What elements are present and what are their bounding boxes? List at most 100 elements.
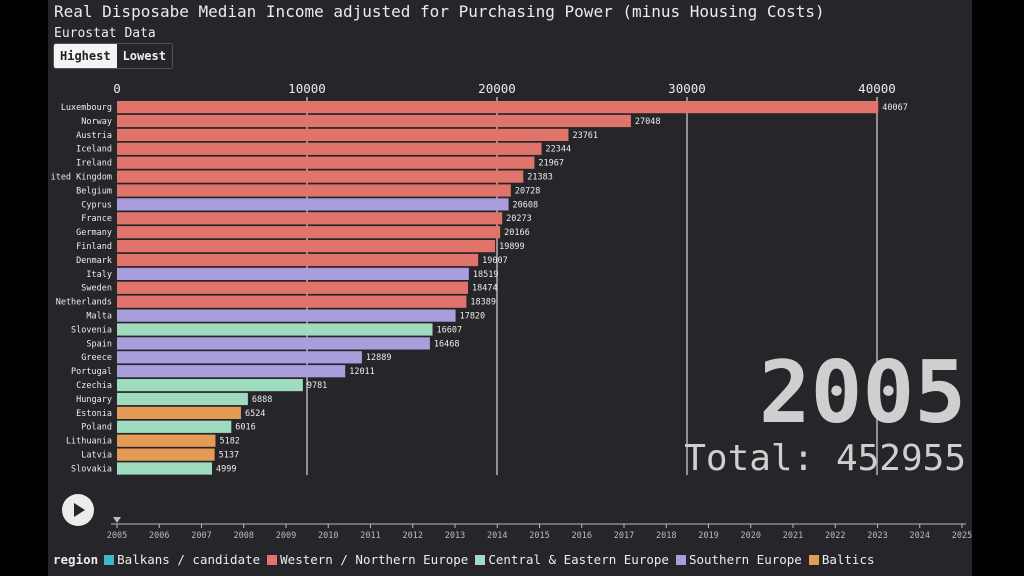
legend-swatch [104, 554, 115, 565]
legend-label: Baltics [821, 552, 875, 567]
timeline-year-label: 2023 [867, 531, 887, 541]
category-label: Italy [86, 270, 112, 280]
timeline-year-label: 2009 [276, 531, 296, 541]
bar [117, 351, 362, 364]
lowest-button[interactable]: Lowest [116, 44, 172, 68]
category-label: Poland [81, 423, 112, 433]
bar [117, 240, 496, 253]
category-label: Slovenia [71, 325, 112, 335]
legend-swatch [475, 554, 486, 565]
timeline-year-label: 2017 [614, 531, 634, 541]
bar [117, 212, 503, 225]
category-label: Austria [76, 131, 112, 141]
x-axis-ticks: 0 10000 20000 30000 40000 [113, 81, 896, 96]
value-label: 20608 [513, 200, 539, 210]
value-label: 21383 [527, 173, 553, 183]
bar-chart: 0 10000 20000 30000 40000 Luxembourg Norway Au… [51, 81, 972, 541]
value-label: 5182 [219, 437, 239, 447]
category-label: Greece [81, 353, 112, 363]
timeline-axis[interactable]: 2005 2006 2007 2008 2009 2010 2011 2012 2013 2014… [107, 517, 972, 541]
value-label: 23761 [572, 131, 598, 141]
timeline-year-label: 2020 [741, 531, 761, 541]
category-label: Slovakia [71, 464, 112, 474]
timeline-year-label: 2010 [318, 531, 338, 541]
legend-label: Balkans / candidate [117, 552, 261, 567]
x-tick-label: 10000 [288, 81, 326, 96]
value-label: 9781 [307, 381, 327, 391]
bar [117, 114, 631, 128]
play-button[interactable] [62, 494, 94, 526]
chart-subtitle: Eurostat Data [54, 26, 156, 41]
category-label: Luxembourg [61, 103, 112, 113]
x-tick-label: 0 [113, 81, 121, 96]
bar [117, 156, 535, 169]
category-label: Netherlands [56, 298, 112, 308]
bar [117, 323, 433, 336]
category-label: France [81, 214, 112, 224]
legend-swatch [808, 554, 819, 565]
timeline-year-label: 2011 [360, 531, 380, 541]
value-label: 12011 [349, 367, 375, 377]
category-label: Hungary [76, 395, 112, 405]
timeline-year-label: 2005 [107, 531, 127, 541]
category-label: Spain [86, 339, 112, 349]
highest-button[interactable]: Highest [54, 44, 117, 68]
category-label: Lithuania [66, 437, 112, 447]
timeline-year-label: 2012 [403, 531, 423, 541]
timeline-year-label: 2025 [952, 531, 972, 541]
value-label: 17820 [460, 312, 486, 322]
x-tick-label: 30000 [668, 81, 706, 96]
value-label: 4999 [216, 464, 236, 474]
timeline-year-label: 2008 [234, 531, 254, 541]
legend-title: region [53, 552, 99, 567]
legend-swatch [675, 554, 686, 565]
timeline-year-label: 2016 [572, 531, 592, 541]
legend-swatch [267, 554, 278, 565]
value-label: 12889 [366, 353, 392, 363]
value-label: 18519 [473, 270, 499, 280]
bar [117, 101, 879, 114]
bar [117, 198, 509, 211]
legend: region Balkans / candidate Western / Nort… [53, 552, 882, 567]
bar [117, 420, 232, 433]
category-label: Denmark [76, 256, 112, 266]
category-label: Iceland [76, 145, 112, 155]
chart-title: Real Disposabe Median Income adjusted fo… [54, 2, 825, 21]
category-label: Latvia [81, 451, 112, 461]
value-label: 5137 [219, 451, 239, 461]
category-label: Portugal [71, 367, 112, 377]
value-label: 21967 [538, 159, 564, 169]
legend-label: Western / Northern Europe [280, 552, 469, 567]
category-label: Malta [86, 312, 112, 322]
category-label: Estonia [76, 409, 112, 419]
legend-item: Baltics [808, 552, 875, 567]
bar [117, 295, 467, 308]
value-label: 16607 [437, 325, 463, 335]
value-label: 22344 [546, 145, 572, 155]
total-value: Total: 452955 [684, 438, 966, 479]
bars [117, 101, 879, 475]
legend-item: Western / Northern Europe [267, 552, 468, 567]
legend-item: Central & Eastern Europe [475, 552, 669, 567]
bar [117, 170, 524, 183]
timeline-year-label: 2014 [487, 531, 507, 541]
category-labels: Luxembourg Norway Austria Iceland Ireland ite… [51, 103, 112, 474]
category-label: Germany [76, 228, 112, 238]
legend-item: Southern Europe [675, 552, 802, 567]
value-label: 6016 [235, 423, 255, 433]
highest-lowest-toggle: Highest Lowest [53, 43, 173, 69]
category-label: ited Kingdom [51, 173, 112, 183]
category-label: Finland [76, 242, 112, 252]
x-tick-label: 40000 [858, 81, 896, 96]
timeline-handle[interactable] [113, 517, 121, 523]
timeline-year-label: 2007 [191, 531, 211, 541]
bar [117, 226, 501, 239]
legend-label: Southern Europe [688, 552, 802, 567]
timeline-year-label: 2022 [825, 531, 845, 541]
bar [117, 406, 241, 419]
chart-stage: 0 10000 20000 30000 40000 Luxembourg Norway Au… [48, 0, 972, 576]
current-year: 2005 [758, 343, 966, 443]
bar [117, 462, 212, 475]
bar [117, 281, 469, 294]
value-label: 6524 [245, 409, 265, 419]
